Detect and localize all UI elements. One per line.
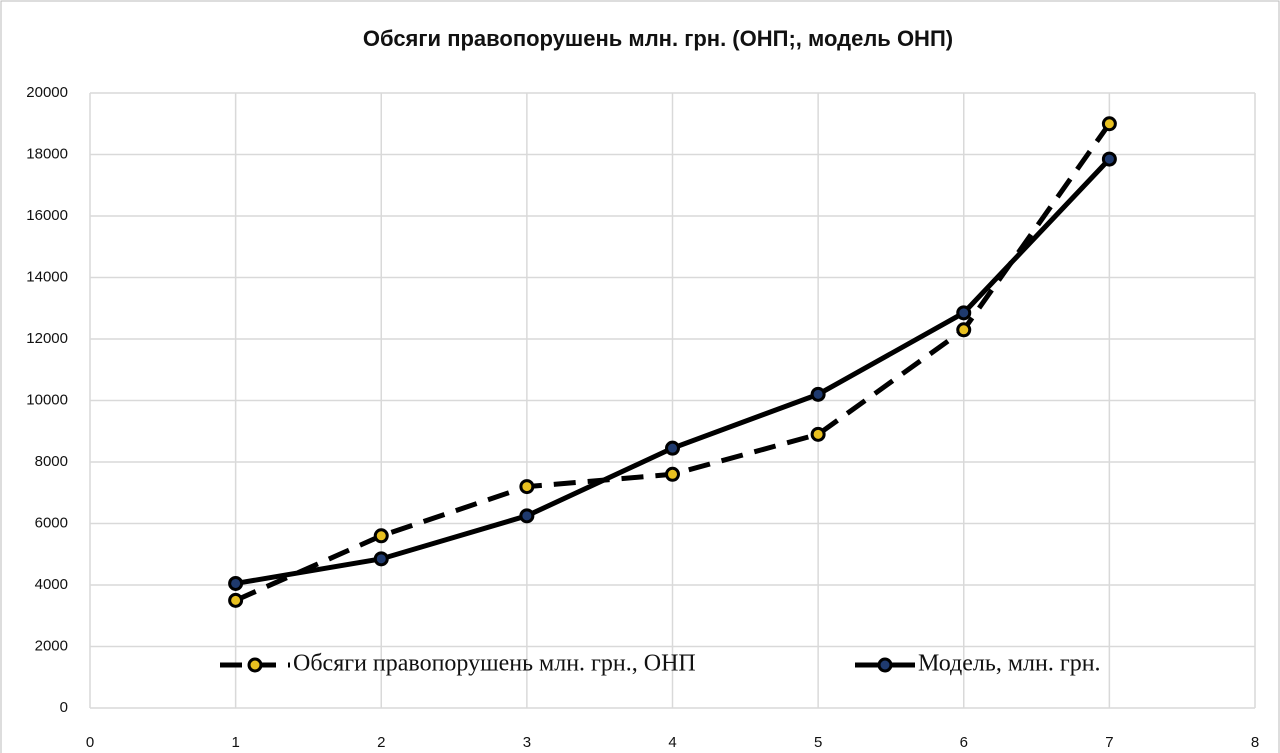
legend-label: Модель, млн. грн. [918,651,1101,677]
data-point [519,508,535,524]
data-point [665,440,680,456]
data-point [1101,116,1117,132]
x-tick-label: 7 [1105,734,1113,751]
legend-marker [877,657,893,673]
y-tick-label: 12000 [26,330,68,347]
data-point [373,551,389,567]
data-point [956,322,972,338]
x-tick-label: 8 [1251,734,1259,751]
data-point [810,426,826,442]
data-point [810,386,826,402]
y-tick-label: 4000 [35,576,68,593]
x-tick-label: 3 [523,734,531,751]
y-tick-label: 0 [60,699,68,716]
x-tick-label: 6 [960,734,968,751]
chart-title: Обсяги правопорушень млн. грн. (ОНП;, мо… [363,26,953,51]
y-tick-label: 8000 [35,453,68,470]
y-tick-label: 18000 [26,145,68,162]
x-tick-label: 1 [231,734,239,751]
y-tick-label: 14000 [26,268,68,285]
data-point [956,305,972,321]
y-tick-label: 6000 [35,514,68,531]
y-tick-label: 16000 [26,207,68,224]
data-point [228,592,244,608]
x-tick-label: 0 [86,734,94,751]
data-point [1101,151,1117,167]
data-point [665,466,680,482]
x-tick-label: 2 [377,734,385,751]
legend-label: Обсяги правопорушень млн. грн., ОНП [293,651,696,677]
data-point [228,575,244,591]
data-point [373,528,389,544]
y-tick-label: 20000 [26,84,68,101]
y-tick-label: 10000 [26,391,68,408]
data-point [519,479,535,495]
legend-marker [247,657,263,673]
x-tick-label: 4 [668,734,676,751]
x-tick-label: 5 [814,734,822,751]
y-tick-label: 2000 [35,637,68,654]
